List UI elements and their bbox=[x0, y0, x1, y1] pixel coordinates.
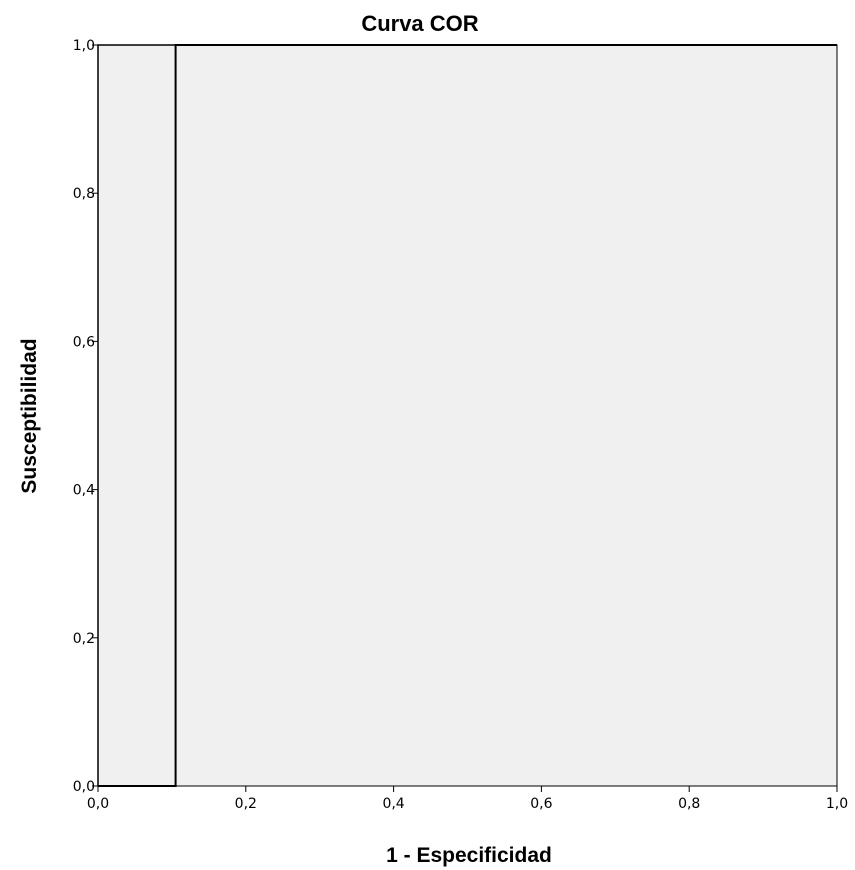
x-axis: 0,0 0,2 0,4 0,6 0,8 1,0 bbox=[87, 786, 848, 812]
plot-area bbox=[97, 44, 838, 787]
y-tick-label: 1,0 bbox=[73, 38, 95, 54]
chart-title: Curva COR bbox=[361, 11, 478, 36]
y-axis: 0,0 0,2 0,4 0,6 0,8 1,0 bbox=[73, 38, 98, 795]
x-axis-title: 1 - Especificidad bbox=[386, 844, 552, 867]
roc-curve-line bbox=[98, 44, 837, 787]
x-tick-label: 0,8 bbox=[678, 796, 700, 812]
x-tick-label: 0,0 bbox=[87, 796, 109, 812]
y-axis-title: Susceptibilidad bbox=[18, 338, 41, 493]
y-tick-label: 0,0 bbox=[73, 779, 95, 795]
y-tick-label: 0,8 bbox=[73, 186, 95, 202]
x-tick-label: 0,4 bbox=[382, 796, 404, 812]
x-tick-label: 0,6 bbox=[530, 796, 552, 812]
y-tick-label: 0,6 bbox=[73, 334, 95, 350]
y-tick-label: 0,2 bbox=[73, 631, 95, 647]
x-tick-label: 0,2 bbox=[235, 796, 257, 812]
x-tick-label: 1,0 bbox=[826, 796, 848, 812]
y-tick-label: 0,4 bbox=[73, 483, 95, 499]
